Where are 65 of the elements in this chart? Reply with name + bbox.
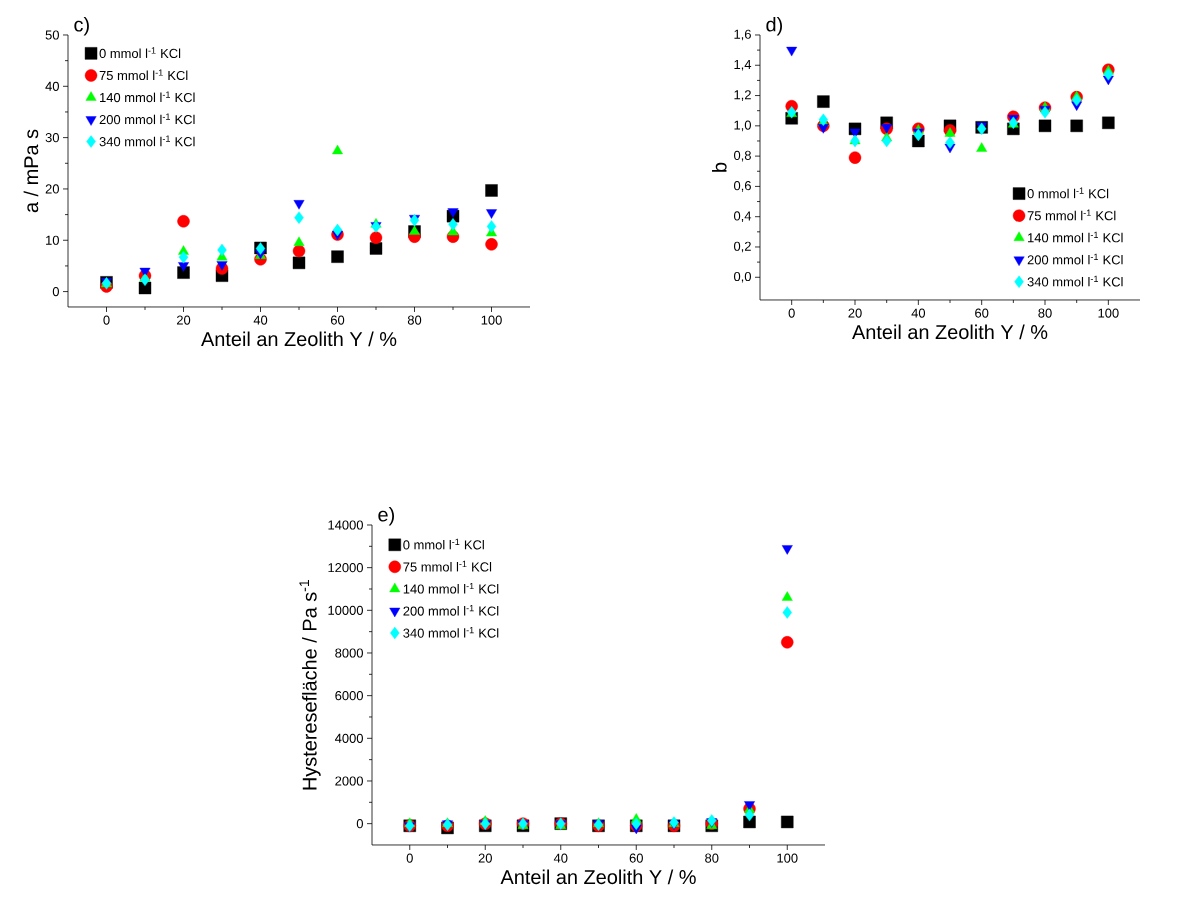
x-tick-label: 100 [481, 315, 502, 325]
legend-label: 0 mmol l$^{-1}$ KCl [1027, 187, 1109, 199]
y-tick-label: 0 [52, 287, 59, 297]
legend-label: 140 mmol l$^{-1}$ KCl [100, 91, 195, 103]
y-tick-label: 50 [45, 30, 59, 40]
legend-label: 340 mmol l$^{-1}$ KCl [403, 626, 499, 638]
legend-label: 140 mmol l$^{-1}$ KCl [1028, 231, 1123, 243]
x-tick-label: 40 [911, 308, 926, 318]
x-axis-title: Anteil an Zeolith Y / % [852, 324, 1048, 340]
x-tick-label: 0 [406, 853, 413, 863]
legend-label: 200 mmol l$^{-1}$ KCl [1027, 253, 1123, 265]
x-tick-label: 60 [975, 308, 989, 318]
y-axis-title: a / mPa s [23, 129, 39, 213]
legend-label: 340 mmol l$^{-1}$ KCl [1027, 275, 1123, 287]
x-tick-label: 20 [478, 853, 492, 863]
x-tick-label: 20 [848, 308, 862, 318]
x-axis-title: Anteil an Zeolith Y / % [500, 869, 696, 885]
chart-title: e) [378, 506, 395, 526]
y-tick-label: 0,6 [733, 181, 751, 192]
x-tick-label: 20 [176, 315, 191, 325]
legend-label: 340 mmol l$^{-1}$ KCl [99, 135, 195, 147]
y-tick-label: 0,0 [733, 271, 751, 283]
legend-label: 75 mmol l$^{-1}$ KCl [1027, 209, 1116, 221]
x-tick-label: 100 [777, 853, 798, 863]
y-tick-label: 0,8 [733, 150, 751, 162]
y-tick-label: 20 [45, 184, 59, 194]
y-tick-label: 4000 [334, 733, 363, 743]
y-tick-label: 40 [45, 81, 59, 91]
y-tick-label: 30 [45, 133, 59, 143]
x-tick-label: 60 [629, 853, 643, 863]
y-tick-label: 10000 [328, 605, 363, 615]
legend-label: 75 mmol l$^{-1}$ KCl [403, 560, 492, 572]
legend-label: 0 mmol l$^{-1}$ KCl [403, 538, 484, 550]
legend-label: 140 mmol l$^{-1}$ KCl [403, 582, 499, 594]
y-tick-label: 14000 [328, 520, 363, 530]
y-tick-label: 1,6 [734, 29, 751, 41]
y-axis-title: Hysteresefläche / Pa s$^{-1}$ [299, 580, 321, 790]
x-tick-label: 80 [1038, 308, 1052, 318]
legend-label: 75 mmol l$^{-1}$ KCl [99, 69, 188, 81]
legend-label: 200 mmol l$^{-1}$ KCl [99, 113, 195, 125]
y-tick-label: 1,2 [734, 90, 751, 101]
y-tick-label: 6000 [335, 691, 363, 701]
x-tick-label: 80 [705, 853, 719, 863]
y-tick-label: 0,4 [733, 211, 752, 223]
y-tick-label: 10 [46, 235, 59, 245]
y-tick-label: 0 [356, 819, 363, 829]
y-axis-title: b [712, 162, 727, 172]
y-tick-label: 1,4 [734, 59, 752, 71]
chart-title: d) [766, 16, 783, 36]
x-tick-label: 40 [253, 315, 268, 325]
y-tick-label: 1,0 [734, 120, 751, 132]
x-tick-label: 80 [407, 315, 422, 325]
x-axis-title: Anteil an Zeolith Y / % [201, 331, 397, 347]
x-tick-label: 0 [788, 308, 795, 318]
x-tick-label: 0 [103, 315, 110, 325]
y-tick-label: 8000 [335, 648, 363, 658]
chart-title: c) [74, 16, 89, 36]
y-tick-label: 2000 [335, 776, 363, 786]
legend-label: 0 mmol l$^{-1}$ KCl [99, 47, 181, 59]
legend-label: 200 mmol l$^{-1}$ KCl [403, 604, 499, 616]
x-tick-label: 100 [1098, 308, 1119, 318]
y-tick-label: 12000 [328, 563, 363, 573]
x-tick-label: 60 [330, 315, 345, 325]
y-tick-label: 0,2 [733, 241, 751, 253]
x-tick-label: 40 [553, 853, 568, 863]
